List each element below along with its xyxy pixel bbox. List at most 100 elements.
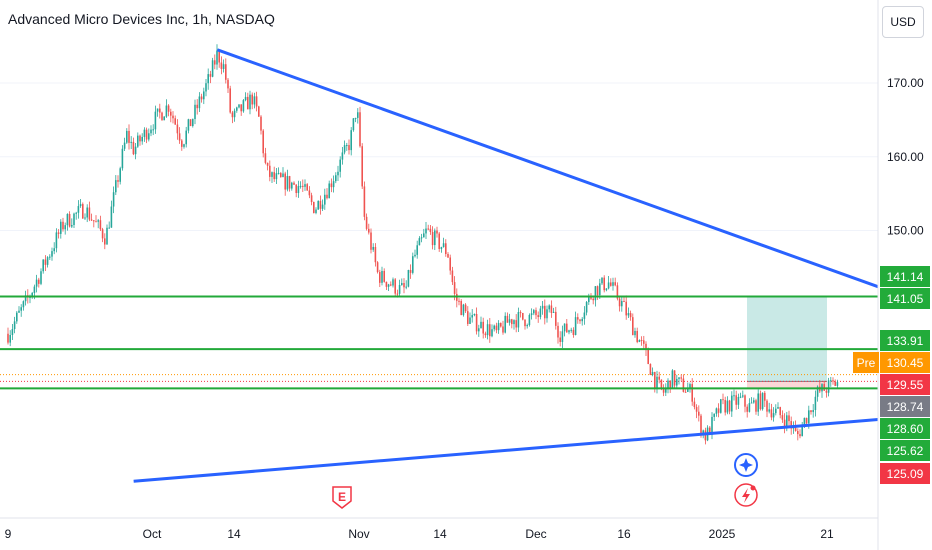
currency-button[interactable]: USD: [882, 6, 924, 38]
candle-body: [431, 232, 434, 246]
candle-body: [95, 221, 97, 223]
candle-body: [511, 319, 513, 325]
candle-body: [693, 401, 696, 408]
candle-body: [82, 204, 84, 219]
candle-body: [229, 88, 231, 113]
price-axis[interactable]: 170.00 160.00 150.00: [887, 76, 924, 238]
position-zones: [0, 296, 878, 389]
candle-body: [363, 186, 366, 217]
candle-body: [24, 295, 27, 302]
candle-body: [750, 402, 753, 404]
candle-body: [599, 283, 601, 296]
candle-body: [731, 395, 733, 412]
candle-body: [827, 380, 830, 393]
candle-body: [594, 286, 597, 301]
candle-body: [302, 185, 304, 187]
candle-body: [108, 227, 110, 229]
candle-body: [31, 292, 33, 297]
candle-body: [467, 311, 469, 324]
price-tick: 170.00: [887, 76, 924, 90]
event-markers[interactable]: E: [332, 453, 758, 509]
candle-body: [214, 60, 216, 65]
candle-body: [66, 213, 69, 226]
trendline[interactable]: [133, 418, 879, 483]
candle-body: [775, 408, 777, 414]
candle-body: [293, 182, 295, 185]
time-axis[interactable]: 9 Oct 14 Nov 14 Dec 16 2025 21: [5, 527, 834, 541]
candle-body: [632, 317, 634, 336]
candle-body: [557, 325, 559, 338]
candle-body: [152, 129, 154, 131]
candle-body: [238, 104, 240, 108]
candle-body: [106, 227, 108, 245]
flash-event-icon[interactable]: [734, 483, 758, 507]
candle-body: [643, 340, 645, 344]
candle-body: [495, 325, 498, 331]
earnings-marker[interactable]: E: [332, 486, 352, 509]
candle-body: [381, 270, 383, 283]
candle-body: [176, 124, 179, 134]
candle-body: [117, 180, 119, 182]
candle-body: [365, 216, 368, 229]
candle-body: [40, 271, 42, 284]
candle-body: [709, 427, 711, 435]
candle-body: [374, 246, 377, 263]
candle-body: [198, 96, 201, 109]
candle-body: [517, 312, 520, 328]
time-tick: 14: [227, 527, 241, 541]
candle-body: [737, 396, 740, 405]
candle-body: [159, 108, 161, 113]
candle-body: [172, 115, 174, 119]
candle-body: [205, 83, 207, 92]
candle-body: [722, 399, 724, 401]
candle-body: [143, 129, 146, 137]
candle-body: [464, 304, 467, 312]
candle-body: [629, 313, 632, 318]
candle-body: [38, 279, 40, 284]
candle-body: [436, 230, 438, 234]
candle-body: [720, 399, 722, 413]
candle-body: [163, 116, 165, 121]
price-label-gray: 128.74: [880, 396, 930, 417]
candle-body: [409, 270, 412, 273]
candle-body: [385, 281, 388, 287]
candle-body: [524, 319, 526, 327]
candle-body: [671, 370, 674, 389]
candle-body: [673, 370, 676, 386]
candle-body: [746, 406, 748, 412]
candle-body: [440, 247, 443, 249]
candle-body: [18, 310, 20, 313]
candle-body: [77, 206, 80, 213]
candle-body: [500, 323, 502, 327]
candle-body: [612, 282, 614, 286]
horizontal-levels[interactable]: [0, 295, 878, 390]
time-tick: 9: [5, 527, 12, 541]
candle-body: [442, 243, 445, 248]
candle-body: [794, 426, 797, 432]
candle-body: [284, 173, 286, 190]
trendline[interactable]: [216, 48, 879, 289]
candle-body: [203, 91, 205, 100]
candle-body: [306, 184, 308, 191]
candle-body: [350, 130, 352, 151]
trendlines[interactable]: [133, 48, 879, 483]
notification-dot: [750, 485, 756, 491]
price-label-red: 129.55: [880, 374, 930, 395]
target-zone[interactable]: [747, 296, 827, 382]
candle-body: [548, 305, 550, 310]
candle-body: [185, 130, 187, 145]
candle-body: [387, 284, 390, 287]
candle-body: [236, 107, 238, 111]
candle-body: [317, 201, 319, 210]
ai-assistant-icon[interactable]: [734, 453, 758, 477]
candle-body: [401, 283, 403, 286]
candle-body: [328, 183, 330, 199]
candle-body: [761, 392, 764, 410]
candle-body: [662, 387, 665, 393]
candle-body: [273, 172, 275, 180]
candle-body: [603, 277, 605, 291]
candle-body: [339, 159, 341, 172]
candle-body: [561, 331, 564, 342]
stop-zone[interactable]: [747, 381, 827, 389]
